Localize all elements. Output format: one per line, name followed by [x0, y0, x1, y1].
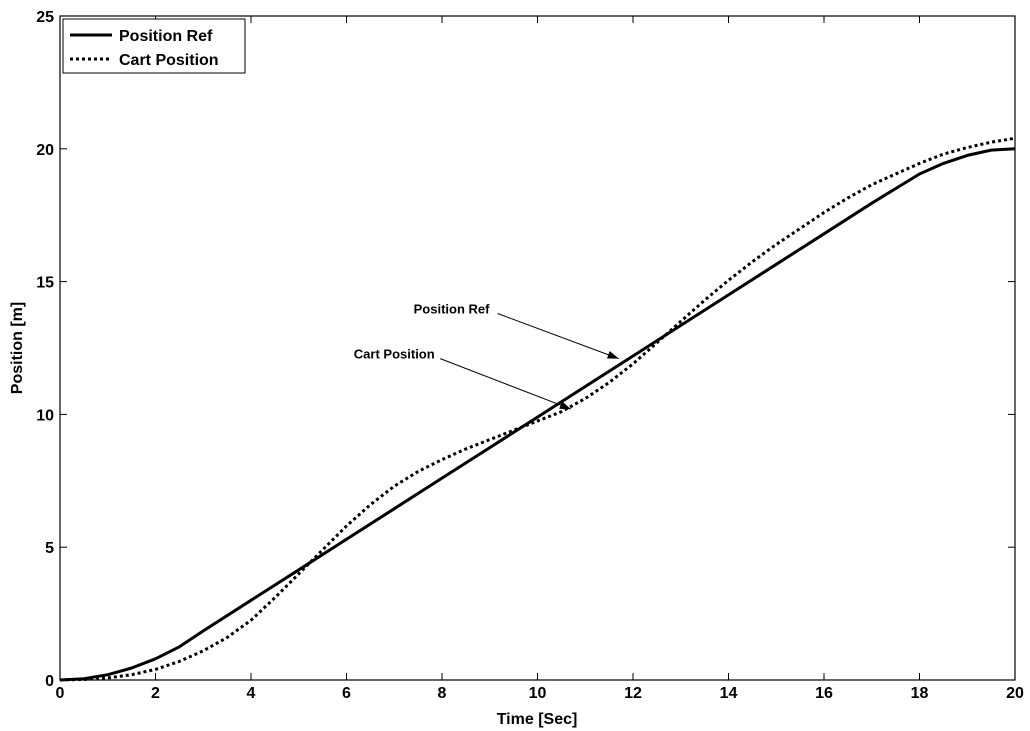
x-tick-label: 10	[529, 685, 547, 702]
x-tick-label: 18	[911, 685, 929, 702]
legend: Position Ref Cart Position	[62, 18, 246, 74]
x-tick-label: 4	[247, 685, 256, 702]
y-tick-label: 10	[36, 407, 54, 424]
plot-area	[59, 15, 1016, 681]
y-tick-label: 15	[36, 275, 54, 292]
y-axis-title: Position [m]	[9, 302, 26, 394]
legend-label-position-ref: Position Ref	[119, 28, 213, 45]
y-tick-label: 25	[36, 9, 54, 26]
x-tick-label: 14	[720, 685, 738, 702]
annotation-label: Cart Position	[354, 347, 435, 362]
lines-layer	[59, 136, 1016, 682]
annotation-label: Position Ref	[414, 301, 491, 316]
series-line-position-ref	[59, 147, 1016, 682]
x-axis-title: Time [Sec]	[497, 711, 578, 728]
x-tick-label: 20	[1006, 685, 1024, 702]
x-tick-label: 16	[815, 685, 833, 702]
x-tick-label: 2	[151, 685, 160, 702]
annotations-layer: Position Ref Cart Position	[354, 301, 619, 410]
x-tick-label: 8	[438, 685, 447, 702]
annotation-arrowhead	[606, 351, 619, 359]
legend-label-cart-position: Cart Position	[119, 52, 219, 69]
annotation-arrowhead	[559, 401, 571, 410]
annotation-arrow	[497, 313, 619, 360]
legend-box	[62, 18, 246, 74]
series-line-cart-position	[59, 136, 1016, 682]
y-tick-label: 0	[45, 673, 54, 690]
y-tick-label: 5	[45, 540, 54, 557]
ticks-layer: 0 2 4 6 8 10 12 14 16 18 20 0 5 10 15 20 25	[36, 9, 1024, 702]
y-tick-label: 20	[36, 142, 54, 159]
x-tick-label: 6	[342, 685, 351, 702]
annotation-arrow	[440, 358, 572, 410]
x-tick-label: 0	[56, 685, 65, 702]
x-tick-label: 12	[624, 685, 642, 702]
